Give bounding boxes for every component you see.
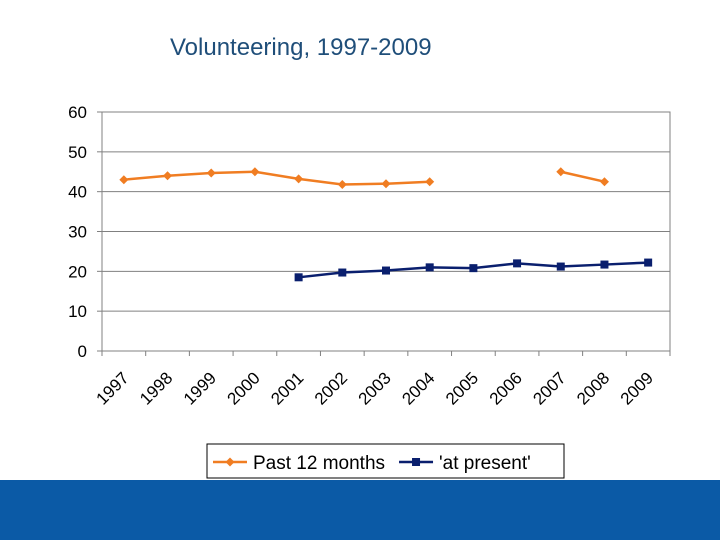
y-tick-label-10: 10 xyxy=(68,302,87,321)
series-1-point-2002 xyxy=(338,268,347,277)
x-tick-label-2008: 2008 xyxy=(573,368,613,408)
series-1-point-2007 xyxy=(556,262,565,271)
series-0-point-2001 xyxy=(294,174,304,184)
y-tick-label-20: 20 xyxy=(68,262,87,281)
series-1-point-2004 xyxy=(425,263,434,272)
series-1 xyxy=(294,258,653,282)
series-0-point-2000 xyxy=(250,167,260,177)
series-0-point-1999 xyxy=(206,168,216,178)
x-tick-label-2002: 2002 xyxy=(311,368,351,408)
legend-label-0: Past 12 months xyxy=(253,453,385,474)
series-1-point-2003 xyxy=(382,266,390,275)
x-tick-label-2001: 2001 xyxy=(267,368,307,408)
y-tick-label-60: 60 xyxy=(68,103,87,122)
legend-box xyxy=(206,443,565,479)
legend-swatch-marker-0 xyxy=(225,457,235,467)
series-0-point-2008 xyxy=(599,177,609,187)
x-tick-label-1999: 1999 xyxy=(180,368,220,408)
y-tick-label-50: 50 xyxy=(68,143,87,162)
x-tick-label-2009: 2009 xyxy=(617,368,657,408)
legend: Past 12 months 'at present' xyxy=(206,443,565,479)
chart-title: Volunteering, 1997-2009 xyxy=(170,34,432,61)
x-tick-label-1997: 1997 xyxy=(92,368,132,408)
series-0-line-1 xyxy=(560,170,605,183)
series-0-point-2002 xyxy=(337,179,347,189)
gridlines xyxy=(101,111,671,352)
x-tick-label-2003: 2003 xyxy=(355,368,395,408)
x-tick-labels: 1997 1998 1999 2000 2001 2002 2003 2004 2005 2006… xyxy=(92,368,656,408)
series-1-point-2008 xyxy=(600,260,609,269)
series-0-point-1998 xyxy=(163,171,173,181)
x-tick-label-2007: 2007 xyxy=(529,368,569,408)
series xyxy=(119,167,653,282)
series-1-point-2001 xyxy=(294,273,303,282)
series-0-line-0 xyxy=(123,170,430,186)
series-0-point-1997 xyxy=(119,175,129,185)
series-0 xyxy=(119,167,609,189)
x-tick-label-2000: 2000 xyxy=(224,368,264,408)
x-tick-label-2005: 2005 xyxy=(442,368,482,408)
series-1-point-2005 xyxy=(469,264,478,273)
series-0-point-2007 xyxy=(556,167,566,177)
series-0-point-2003 xyxy=(381,179,391,189)
series-1-point-2006 xyxy=(513,259,522,268)
y-tick-label-30: 30 xyxy=(68,223,87,242)
axes xyxy=(97,111,671,356)
series-0-point-2004 xyxy=(425,177,435,187)
series-1-point-2009 xyxy=(644,258,653,267)
x-tick-label-1998: 1998 xyxy=(136,368,176,408)
x-tick-label-2006: 2006 xyxy=(486,368,526,408)
y-tick-labels: 0 10 20 30 40 50 60 xyxy=(68,103,87,361)
y-tick-label-0: 0 xyxy=(78,342,87,361)
x-tick-label-2004: 2004 xyxy=(398,368,438,408)
y-tick-label-40: 40 xyxy=(68,183,87,202)
legend-label-1: 'at present' xyxy=(439,453,531,474)
legend-swatch-marker-1 xyxy=(412,458,421,466)
footer-band xyxy=(0,480,720,540)
